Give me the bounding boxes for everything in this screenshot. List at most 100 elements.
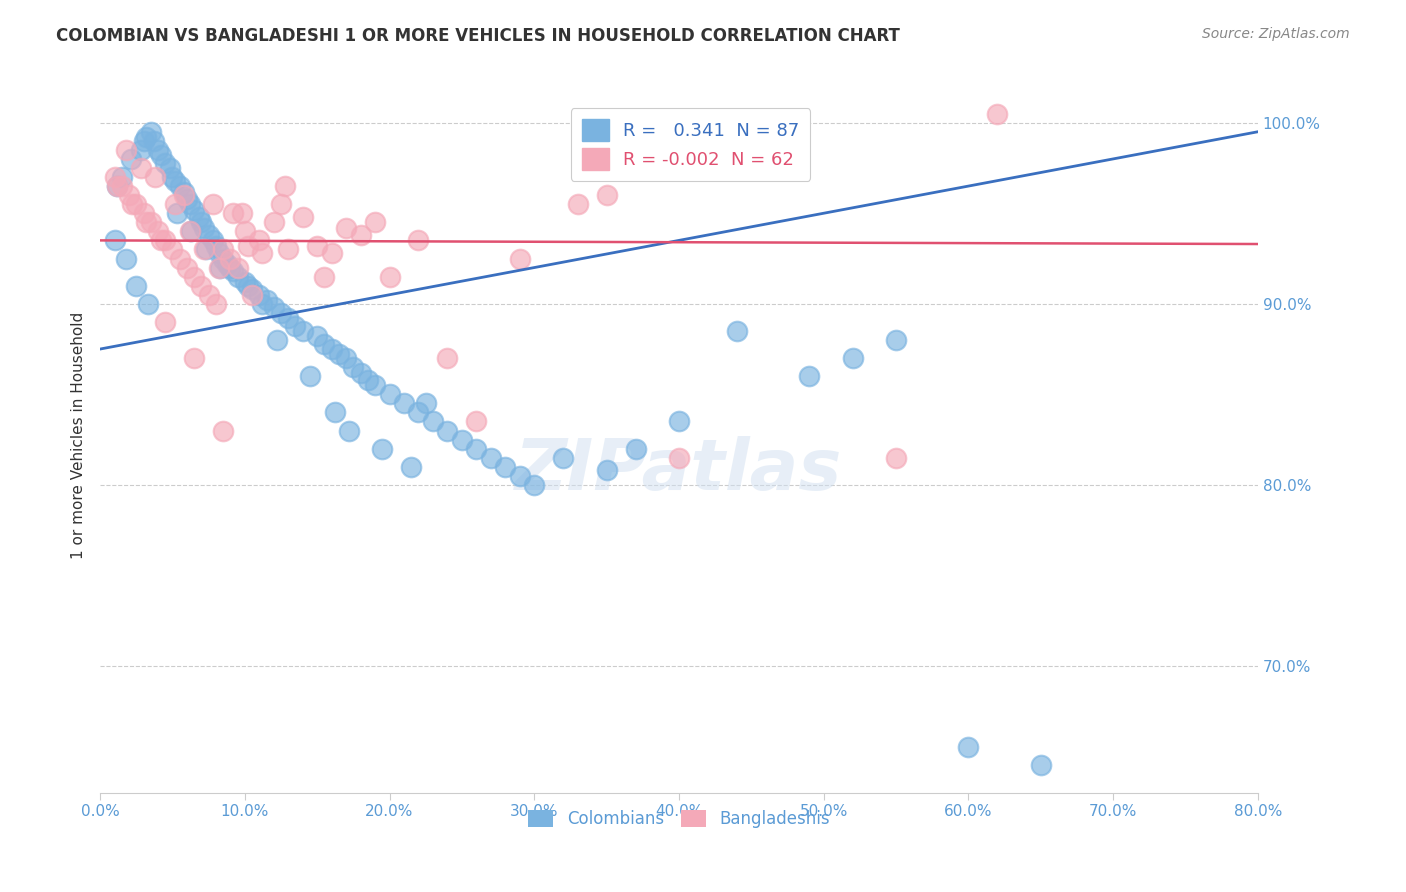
Point: [107, 179, 129, 194]
Point: [408, 234, 430, 248]
Point: [193, 220, 215, 235]
Point: [415, 396, 437, 410]
Point: [422, 414, 444, 428]
Point: [240, 287, 263, 301]
Point: [465, 414, 488, 428]
Point: [1029, 758, 1052, 772]
Text: ZIPatlas: ZIPatlas: [515, 436, 842, 505]
Point: [270, 306, 292, 320]
Point: [509, 252, 531, 266]
Point: [595, 188, 617, 202]
Point: [250, 246, 273, 260]
Point: [725, 324, 748, 338]
Point: [799, 369, 821, 384]
Point: [183, 351, 205, 365]
Point: [135, 130, 157, 145]
Point: [139, 125, 162, 139]
Point: [291, 324, 314, 338]
Point: [155, 155, 177, 169]
Point: [155, 315, 177, 329]
Point: [120, 152, 142, 166]
Point: [277, 243, 299, 257]
Point: [349, 227, 371, 242]
Text: Source: ZipAtlas.com: Source: ZipAtlas.com: [1202, 27, 1350, 41]
Point: [104, 234, 127, 248]
Point: [553, 450, 575, 465]
Point: [135, 215, 157, 229]
Point: [291, 210, 314, 224]
Point: [194, 243, 217, 257]
Point: [146, 143, 169, 157]
Point: [121, 197, 143, 211]
Point: [233, 275, 256, 289]
Point: [176, 192, 198, 206]
Point: [371, 442, 394, 456]
Point: [217, 257, 239, 271]
Point: [392, 396, 415, 410]
Point: [226, 269, 249, 284]
Point: [143, 169, 166, 184]
Point: [209, 260, 232, 275]
Point: [240, 282, 263, 296]
Point: [118, 188, 141, 202]
Point: [201, 234, 224, 248]
Point: [328, 347, 350, 361]
Point: [165, 174, 187, 188]
Point: [263, 301, 285, 315]
Point: [321, 246, 343, 260]
Point: [263, 215, 285, 229]
Point: [146, 224, 169, 238]
Point: [233, 224, 256, 238]
Point: [183, 202, 205, 217]
Point: [349, 366, 371, 380]
Point: [187, 210, 209, 224]
Point: [436, 424, 458, 438]
Point: [197, 287, 219, 301]
Point: [479, 450, 502, 465]
Point: [884, 450, 907, 465]
Point: [219, 260, 242, 275]
Point: [183, 269, 205, 284]
Point: [841, 351, 863, 365]
Point: [132, 206, 155, 220]
Point: [364, 378, 387, 392]
Point: [190, 278, 212, 293]
Point: [509, 468, 531, 483]
Point: [236, 278, 259, 293]
Point: [149, 148, 172, 162]
Point: [986, 106, 1008, 120]
Point: [270, 197, 292, 211]
Point: [314, 336, 336, 351]
Point: [408, 405, 430, 419]
Y-axis label: 1 or more Vehicles in Household: 1 or more Vehicles in Household: [72, 311, 86, 558]
Point: [277, 311, 299, 326]
Point: [190, 215, 212, 229]
Point: [284, 318, 307, 333]
Point: [274, 179, 297, 194]
Point: [173, 185, 195, 199]
Point: [212, 252, 235, 266]
Point: [250, 297, 273, 311]
Point: [125, 278, 148, 293]
Point: [115, 143, 138, 157]
Point: [247, 234, 270, 248]
Point: [298, 369, 321, 384]
Point: [193, 243, 215, 257]
Point: [219, 252, 242, 266]
Point: [342, 360, 364, 375]
Point: [149, 234, 172, 248]
Point: [357, 373, 380, 387]
Point: [236, 239, 259, 253]
Point: [222, 264, 245, 278]
Point: [378, 387, 401, 401]
Point: [567, 197, 589, 211]
Point: [179, 224, 201, 238]
Point: [155, 234, 177, 248]
Point: [247, 287, 270, 301]
Point: [201, 197, 224, 211]
Point: [335, 220, 357, 235]
Point: [139, 215, 162, 229]
Point: [364, 215, 387, 229]
Point: [451, 433, 474, 447]
Point: [129, 143, 152, 157]
